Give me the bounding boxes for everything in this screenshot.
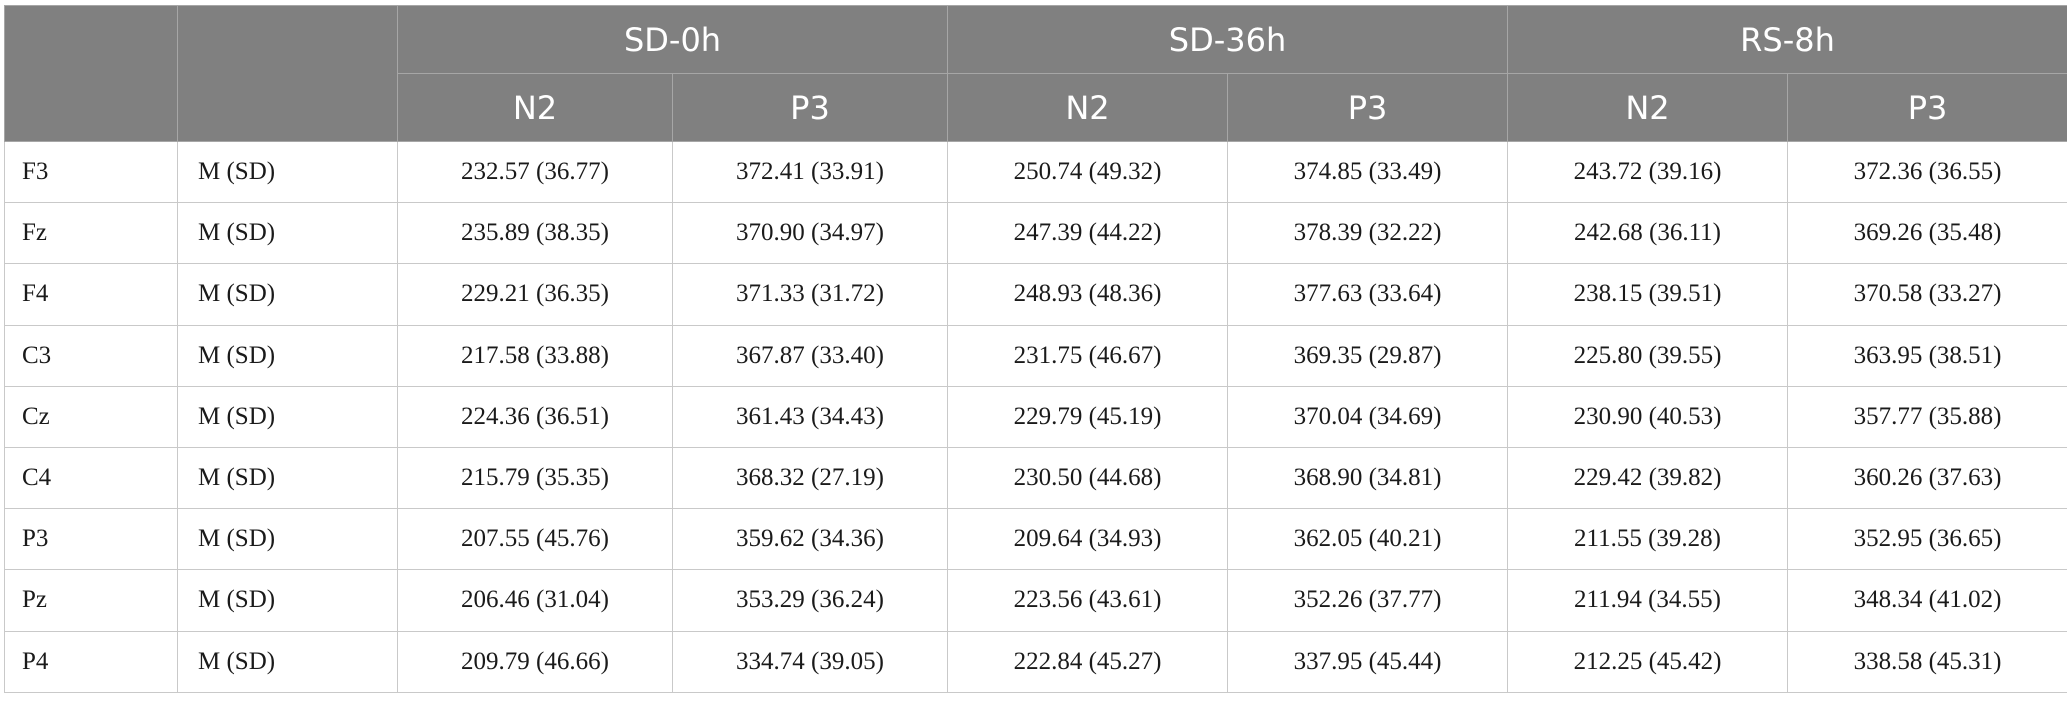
cell-sd-36h-p3: 369.35 (29.87): [1227, 324, 1509, 387]
cell-electrode-site: C4: [4, 446, 178, 510]
header-group-sd-36h: SD-36h: [947, 5, 1509, 74]
cell-sd-36h-n2: 229.79 (45.19): [947, 385, 1229, 448]
cell-rs-8h-p3: 363.95 (38.51): [1787, 324, 2067, 387]
cell-sd-0h-n2: 207.55 (45.76): [397, 508, 673, 571]
cell-rs-8h-n2: 238.15 (39.51): [1507, 263, 1789, 326]
cell-rs-8h-n2: 230.90 (40.53): [1507, 385, 1789, 448]
cell-sd-36h-n2: 250.74 (49.32): [947, 140, 1229, 204]
subheader-p3: P3: [1227, 73, 1509, 142]
table-row: Fz M (SD) 235.89 (38.35) 370.90 (34.97) 247.…: [4, 202, 2067, 265]
cell-sd-0h-p3: 334.74 (39.05): [671, 630, 949, 693]
cell-sd-36h-n2: 222.84 (45.27): [947, 630, 1229, 693]
cell-statistic: M (SD): [177, 446, 398, 510]
cell-rs-8h-n2: 212.25 (45.42): [1507, 630, 1789, 693]
cell-rs-8h-p3: 370.58 (33.27): [1787, 263, 2067, 326]
table-row: C4 M (SD) 215.79 (35.35) 368.32 (27.19) 230.…: [4, 446, 2067, 510]
cell-sd-0h-p3: 371.33 (31.72): [671, 263, 949, 326]
table-row: P3 M (SD) 207.55 (45.76) 359.62 (34.36) 209.…: [4, 508, 2067, 571]
header-row-groups: SD-0h SD-36h RS-8h: [4, 5, 2067, 142]
cell-rs-8h-n2: 243.72 (39.16): [1507, 140, 1789, 204]
cell-statistic: M (SD): [177, 324, 398, 387]
cell-rs-8h-p3: 372.36 (36.55): [1787, 140, 2067, 204]
table-row: F3 M (SD) 232.57 (36.77) 372.41 (33.91) 250.…: [4, 140, 2067, 204]
table-header: SD-0h SD-36h RS-8h N2 P3 N2 P3 N2 P3: [4, 5, 2067, 142]
cell-sd-36h-n2: 231.75 (46.67): [947, 324, 1229, 387]
cell-sd-0h-n2: 206.46 (31.04): [397, 569, 673, 632]
cell-statistic: M (SD): [177, 569, 398, 632]
header-blank-site: [4, 5, 178, 142]
cell-rs-8h-n2: 211.55 (39.28): [1507, 508, 1789, 571]
table-row: P4 M (SD) 209.79 (46.66) 334.74 (39.05) 222.…: [4, 630, 2067, 693]
cell-sd-36h-n2: 230.50 (44.68): [947, 446, 1229, 510]
cell-sd-0h-p3: 353.29 (36.24): [671, 569, 949, 632]
cell-electrode-site: Pz: [4, 569, 178, 632]
cell-sd-0h-p3: 361.43 (34.43): [671, 385, 949, 448]
cell-sd-36h-p3: 352.26 (37.77): [1227, 569, 1509, 632]
cell-statistic: M (SD): [177, 508, 398, 571]
cell-statistic: M (SD): [177, 385, 398, 448]
cell-electrode-site: C3: [4, 324, 178, 387]
cell-sd-36h-n2: 223.56 (43.61): [947, 569, 1229, 632]
subheader-n2: N2: [947, 73, 1229, 142]
cell-sd-0h-p3: 372.41 (33.91): [671, 140, 949, 204]
header-row-components: N2 P3 N2 P3 N2 P3: [5, 73, 2067, 142]
cell-rs-8h-p3: 360.26 (37.63): [1787, 446, 2067, 510]
table-row: F4 M (SD) 229.21 (36.35) 371.33 (31.72) 248.…: [4, 263, 2067, 326]
cell-sd-36h-p3: 378.39 (32.22): [1227, 202, 1509, 265]
cell-rs-8h-n2: 225.80 (39.55): [1507, 324, 1789, 387]
cell-sd-0h-n2: 235.89 (38.35): [397, 202, 673, 265]
cell-sd-36h-n2: 248.93 (48.36): [947, 263, 1229, 326]
cell-sd-0h-p3: 367.87 (33.40): [671, 324, 949, 387]
cell-rs-8h-p3: 348.34 (41.02): [1787, 569, 2067, 632]
cell-statistic: M (SD): [177, 202, 398, 265]
cell-electrode-site: Fz: [4, 202, 178, 265]
cell-electrode-site: P4: [4, 630, 178, 693]
cell-rs-8h-p3: 352.95 (36.65): [1787, 508, 2067, 571]
table-body: F3 M (SD) 232.57 (36.77) 372.41 (33.91) 250.…: [4, 140, 2067, 693]
cell-sd-0h-p3: 368.32 (27.19): [671, 446, 949, 510]
subheader-p3: P3: [1787, 73, 2067, 142]
cell-sd-36h-p3: 362.05 (40.21): [1227, 508, 1509, 571]
table-row: Pz M (SD) 206.46 (31.04) 353.29 (36.24) 223.…: [4, 569, 2067, 632]
header-group-sd-0h: SD-0h: [396, 5, 949, 74]
cell-sd-0h-p3: 359.62 (34.36): [671, 508, 949, 571]
cell-sd-36h-n2: 247.39 (44.22): [947, 202, 1229, 265]
cell-sd-0h-n2: 209.79 (46.66): [397, 630, 673, 693]
cell-sd-0h-n2: 217.58 (33.88): [397, 324, 673, 387]
header-group-rs-8h: RS-8h: [1507, 5, 2067, 74]
header-blank-stat: [177, 5, 398, 142]
cell-sd-0h-n2: 224.36 (36.51): [397, 385, 673, 448]
data-table: SD-0h SD-36h RS-8h N2 P3 N2 P3 N2 P3 F3 M…: [4, 5, 2067, 693]
cell-sd-0h-n2: 215.79 (35.35): [397, 446, 673, 510]
cell-statistic: M (SD): [177, 630, 398, 693]
cell-sd-36h-p3: 337.95 (45.44): [1227, 630, 1509, 693]
cell-rs-8h-p3: 338.58 (45.31): [1787, 630, 2067, 693]
cell-sd-36h-p3: 368.90 (34.81): [1227, 446, 1509, 510]
cell-electrode-site: F3: [4, 140, 178, 204]
subheader-n2: N2: [1507, 73, 1789, 142]
cell-sd-0h-n2: 229.21 (36.35): [397, 263, 673, 326]
table-row: Cz M (SD) 224.36 (36.51) 361.43 (34.43) 229.…: [4, 385, 2067, 448]
cell-rs-8h-n2: 229.42 (39.82): [1507, 446, 1789, 510]
cell-statistic: M (SD): [177, 140, 398, 204]
cell-rs-8h-p3: 357.77 (35.88): [1787, 385, 2067, 448]
table-row: C3 M (SD) 217.58 (33.88) 367.87 (33.40) 231.…: [4, 324, 2067, 387]
cell-electrode-site: Cz: [4, 385, 178, 448]
cell-sd-36h-p3: 377.63 (33.64): [1227, 263, 1509, 326]
cell-rs-8h-p3: 369.26 (35.48): [1787, 202, 2067, 265]
cell-sd-0h-p3: 370.90 (34.97): [671, 202, 949, 265]
subheader-p3: P3: [671, 73, 949, 142]
subheader-n2: N2: [397, 73, 673, 142]
cell-rs-8h-n2: 211.94 (34.55): [1507, 569, 1789, 632]
cell-electrode-site: F4: [4, 263, 178, 326]
cell-sd-36h-p3: 370.04 (34.69): [1227, 385, 1509, 448]
cell-electrode-site: P3: [4, 508, 178, 571]
cell-statistic: M (SD): [177, 263, 398, 326]
cell-rs-8h-n2: 242.68 (36.11): [1507, 202, 1789, 265]
cell-sd-36h-p3: 374.85 (33.49): [1227, 140, 1509, 204]
cell-sd-0h-n2: 232.57 (36.77): [397, 140, 673, 204]
cell-sd-36h-n2: 209.64 (34.93): [947, 508, 1229, 571]
